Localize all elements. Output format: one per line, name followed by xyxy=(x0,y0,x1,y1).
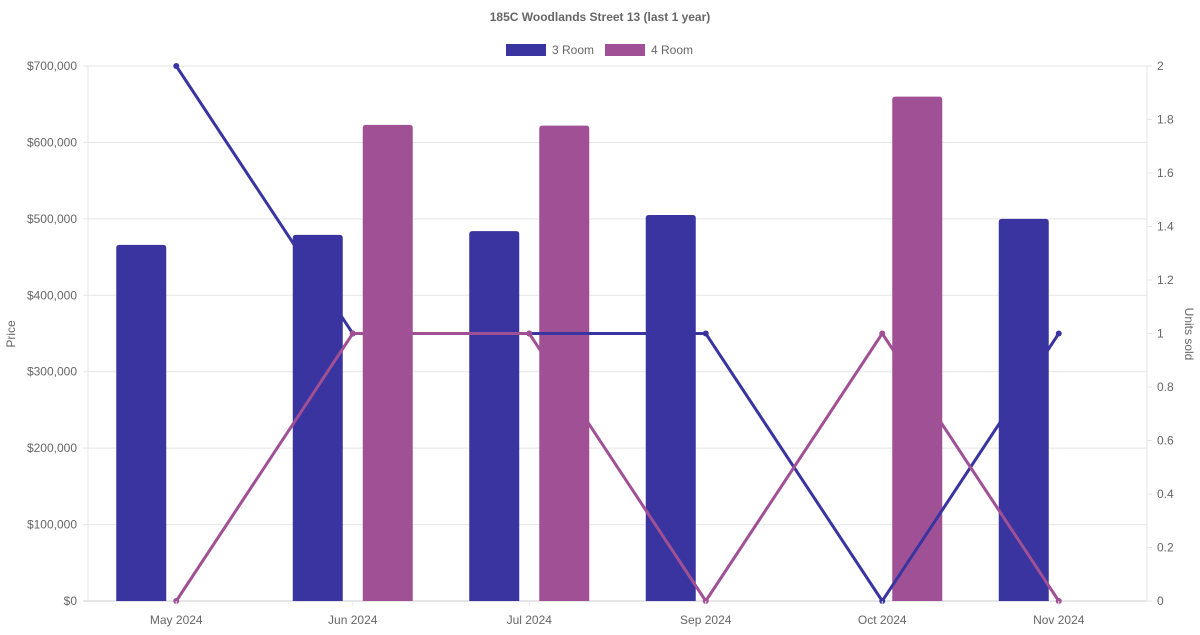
axes: $0 $100,000 $200,000 $300,000 $400,000 $500,0… xyxy=(27,59,1174,627)
y2-tick-label: 2 xyxy=(1157,59,1164,73)
bar-3-room xyxy=(116,244,167,602)
y-tick-label: $300,000 xyxy=(27,365,77,379)
y-tick-label: $200,000 xyxy=(27,441,77,455)
y2-tick-label: 1.4 xyxy=(1157,220,1174,234)
y-axis-label: Price xyxy=(4,320,18,348)
y2-tick-label: 1 xyxy=(1157,327,1164,341)
chart-title: 185C Woodlands Street 13 (last 1 year) xyxy=(490,10,711,24)
legend-label: 4 Room xyxy=(651,43,693,57)
line-3-room xyxy=(174,65,1061,604)
bar-3-room xyxy=(998,218,1049,601)
bar-3-room xyxy=(645,215,696,602)
point-4-room xyxy=(526,330,533,337)
y2-tick-label: 0.6 xyxy=(1157,434,1174,448)
legend-label: 3 Room xyxy=(552,43,594,57)
y2-tick-label: 1.8 xyxy=(1157,113,1174,127)
y2-tick-label: 0.8 xyxy=(1157,380,1174,394)
x-tick-label: Jul 2024 xyxy=(507,613,553,627)
y2-tick-label: 1.2 xyxy=(1157,273,1174,287)
y-tick-label: $0 xyxy=(64,594,78,608)
y-tick-label: $400,000 xyxy=(27,288,77,302)
x-tick-label: Jun 2024 xyxy=(328,613,378,627)
point-4-room xyxy=(879,330,886,337)
y2-axis-label: Units sold xyxy=(1182,308,1196,361)
x-tick-label: May 2024 xyxy=(150,613,203,627)
bar-4-room xyxy=(892,96,943,602)
lines xyxy=(173,63,1062,604)
y2-tick-label: 1.6 xyxy=(1157,166,1174,180)
bars xyxy=(116,96,1049,602)
grid xyxy=(83,65,1147,602)
y2-tick-label: 0.4 xyxy=(1157,487,1174,501)
point-3-room xyxy=(173,63,180,69)
point-4-room xyxy=(349,330,356,337)
legend-swatch xyxy=(605,44,645,56)
x-tick-label: Nov 2024 xyxy=(1033,613,1085,627)
point-3-room xyxy=(1055,330,1062,337)
legend: 3 Room 4 Room xyxy=(506,43,693,57)
bar-4-room xyxy=(539,125,590,601)
y-tick-label: $700,000 xyxy=(27,59,77,73)
y2-tick-label: 0.2 xyxy=(1157,541,1174,555)
line-4-room xyxy=(174,330,1061,604)
y2-tick-label: 0 xyxy=(1157,594,1164,608)
legend-swatch xyxy=(506,44,546,56)
x-tick-label: Sep 2024 xyxy=(680,613,732,627)
y-tick-label: $600,000 xyxy=(27,135,77,149)
bar-3-room xyxy=(469,231,520,602)
x-tick-label: Oct 2024 xyxy=(858,613,907,627)
y-tick-label: $500,000 xyxy=(27,212,77,226)
bar-3-room xyxy=(292,234,343,601)
bar-4-room xyxy=(362,124,413,601)
y-tick-label: $100,000 xyxy=(27,518,77,532)
point-3-room xyxy=(702,330,709,337)
